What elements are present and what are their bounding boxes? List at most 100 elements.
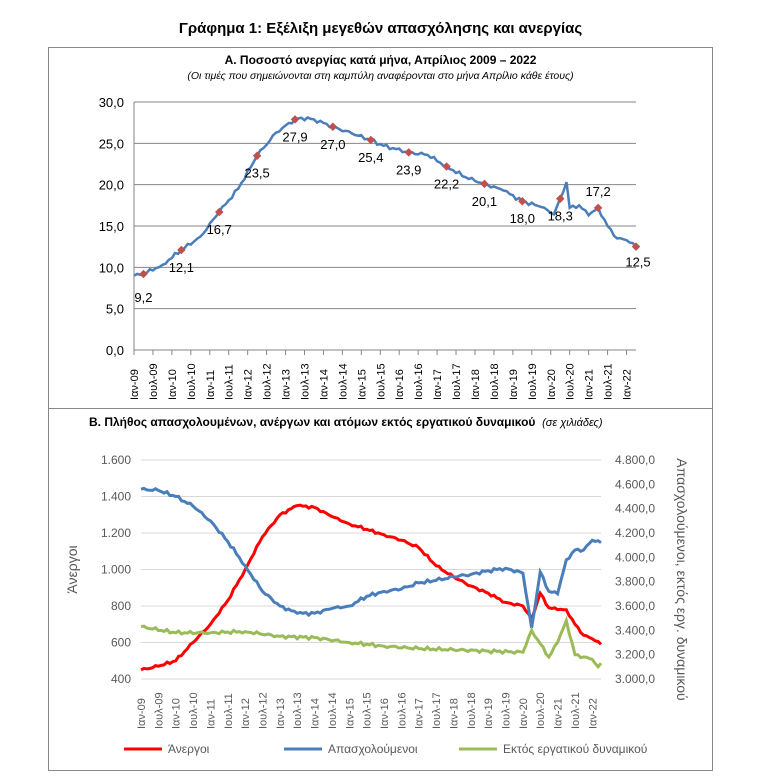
legend-label: Απασχολούμενοι — [328, 742, 418, 756]
x-tick-label: Ιαν-15 — [344, 698, 356, 729]
x-tick-label: Ιουλ-21 — [603, 363, 615, 400]
y-tick-label: 1.200 — [101, 526, 131, 540]
y-tick-label: 1.600 — [101, 453, 131, 467]
x-tick-label: Ιαν-19 — [508, 369, 520, 400]
data-label: 22,2 — [434, 176, 459, 191]
x-tick-label: Ιαν-16 — [379, 698, 391, 729]
x-tick-label: Ιαν-18 — [448, 698, 460, 729]
x-tick-label: Ιαν-12 — [243, 369, 255, 400]
data-label: 23,9 — [396, 162, 421, 177]
data-point-marker — [555, 194, 565, 203]
x-tick-label: Ιουλ-14 — [327, 692, 339, 729]
data-point-marker — [366, 135, 376, 145]
x-tick-label: Ιαν-22 — [587, 698, 599, 729]
y-tick-label: 1.000 — [101, 563, 131, 577]
y-tick-label: 800 — [111, 599, 131, 613]
data-point-marker — [177, 245, 186, 255]
y-tick-label: 15,0 — [99, 219, 124, 234]
x-tick-label: Ιαν-21 — [584, 369, 596, 400]
x-tick-label: Ιαν-14 — [318, 369, 330, 400]
data-label: 20,1 — [472, 194, 497, 209]
x-tick-label: Ιαν-10 — [167, 369, 179, 400]
x-tick-label: Ιουλ-13 — [292, 692, 304, 729]
x-tick-label: Ιουλ-10 — [188, 692, 200, 729]
data-label: 9,2 — [134, 290, 152, 305]
chart-b-plot: 400 600 800 1.000 1.200 1.400 1.600 3.000,0 3.20… — [64, 453, 690, 756]
y-tick-label: 400 — [111, 672, 131, 686]
x-tick-label: Ιαν-19 — [483, 698, 495, 729]
y2-tick-label: 3.000,0 — [615, 672, 655, 686]
legend-label: Άνεργοι — [168, 742, 210, 756]
y2-tick-label: 4.000,0 — [615, 550, 655, 564]
x-tick-label: Ιουλ-09 — [148, 363, 160, 400]
chart-a-plot: 0,0 5,0 10,0 15,0 20,0 25,0 30,0 Ιαν-09 Ιουλ-09 Ι… — [99, 95, 651, 400]
x-tick-label: Ιουλ-10 — [186, 363, 198, 400]
data-point-marker — [518, 196, 527, 206]
y-tick-label: 20,0 — [99, 178, 124, 193]
data-point-marker — [290, 115, 300, 124]
x-tick-label: Ιουλ-20 — [535, 692, 547, 729]
x-tick-label: Ιαν-21 — [553, 698, 565, 729]
x-tick-label: Ιαν-17 — [414, 698, 426, 729]
x-tick-label: Ιουλ-11 — [224, 364, 236, 400]
x-tick-label: Ιουλ-16 — [413, 363, 425, 400]
data-label: 25,4 — [358, 150, 383, 165]
series-line-1 — [140, 486, 602, 629]
x-tick-label: Ιουλ-13 — [299, 363, 311, 400]
y2-tick-label: 4.400,0 — [615, 502, 655, 516]
x-tick-label: Ιουλ-17 — [451, 363, 463, 400]
data-point-marker — [480, 179, 489, 189]
chart-b-title-row: Β. Πλήθος απασχολουμένων, ανέργων και ατ… — [89, 415, 603, 429]
y2-tick-label: 4.200,0 — [615, 526, 655, 540]
x-tick-label: Ιαν-11 — [205, 699, 217, 729]
y-tick-label: 5,0 — [106, 302, 124, 317]
data-label: 12,5 — [625, 255, 650, 270]
x-tick-label: Ιαν-22 — [622, 369, 634, 400]
x-tick-label: Ιουλ-17 — [431, 692, 443, 729]
data-point-marker — [328, 122, 338, 132]
data-label: 18,0 — [510, 211, 535, 226]
x-tick-label: Ιουλ-20 — [565, 363, 577, 400]
x-tick-label: Ιουλ-19 — [501, 692, 513, 729]
data-point-marker — [404, 148, 413, 157]
data-label: 17,2 — [585, 184, 610, 199]
chart-a-subtitle: (Οι τιμές που σημειώνονται στη καμπύλη α… — [187, 70, 574, 82]
data-point-marker — [215, 207, 224, 217]
y-tick-label: 0,0 — [106, 343, 124, 358]
x-tick-label: Ιαν-18 — [470, 369, 482, 400]
x-tick-label: Ιαν-09 — [136, 698, 148, 729]
x-tick-label: Ιουλ-09 — [153, 692, 165, 729]
y-tick-label: 600 — [111, 636, 131, 650]
data-point-marker — [252, 151, 262, 160]
data-point-marker — [442, 162, 451, 171]
y2-tick-label: 3.600,0 — [615, 599, 655, 613]
y2-tick-label: 4.800,0 — [615, 453, 655, 467]
x-tick-label: Ιουλ-18 — [489, 363, 501, 400]
y-axis-title: Άνεργοι — [64, 545, 80, 593]
x-tick-label: Ιαν-13 — [275, 698, 287, 729]
x-tick-label: Ιαν-12 — [240, 698, 252, 729]
panel-a-unemployment-rate: Α. Ποσοστό ανεργίας κατά μήνα, Απρίλιος … — [48, 47, 713, 409]
x-tick-label: Ιουλ-15 — [362, 692, 374, 729]
x-tick-label: Ιαν-20 — [518, 698, 530, 729]
data-label: 23,5 — [244, 166, 269, 181]
x-tick-label: Ιαν-09 — [129, 369, 141, 400]
x-tick-label: Ιουλ-12 — [262, 363, 274, 400]
y2-tick-label: 3.400,0 — [615, 623, 655, 637]
x-tick-label: Ιαν-15 — [356, 369, 368, 400]
x-tick-label: Ιουλ-11 — [223, 693, 235, 729]
data-point-marker — [139, 269, 148, 279]
y2-tick-label: 3.200,0 — [615, 648, 655, 662]
x-tick-label: Ιουλ-15 — [375, 363, 387, 400]
y-tick-label: 30,0 — [99, 95, 124, 110]
x-tick-label: Ιουλ-14 — [337, 363, 349, 400]
figure-title: Γράφημα 1: Εξέλιξη μεγεθών απασχόλησης κ… — [178, 20, 583, 37]
x-tick-label: Ιαν-13 — [281, 369, 293, 400]
y-tick-label: 1.400 — [101, 490, 131, 504]
x-tick-label: Ιουλ-19 — [527, 363, 539, 400]
x-tick-label: Ιαν-16 — [394, 369, 406, 400]
chart-b-subtitle: (σε χιλιάδες) — [542, 417, 603, 429]
x-tick-label: Ιαν-14 — [310, 698, 322, 729]
y-tick-label: 25,0 — [99, 136, 124, 151]
x-tick-label: Ιαν-10 — [171, 698, 183, 729]
